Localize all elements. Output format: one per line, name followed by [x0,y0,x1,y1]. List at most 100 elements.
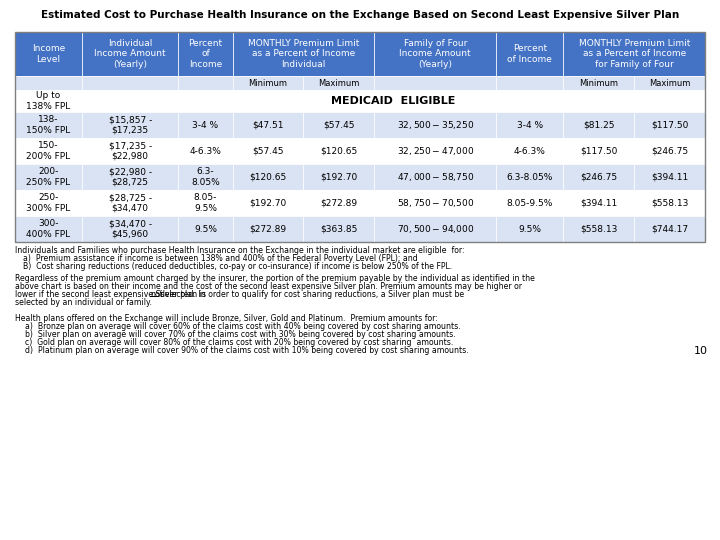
Text: Regardless of the premium amount charged by the insurer, the portion of the prem: Regardless of the premium amount charged… [15,274,535,283]
Bar [233,190,303,216]
Bar [374,138,497,164]
Bar [634,216,705,242]
Text: Percent
of
Income: Percent of Income [189,39,222,69]
Bar [374,112,497,138]
Text: $272.89: $272.89 [249,225,287,233]
Bar [563,112,634,138]
Text: 250-
300% FPL: 250- 300% FPL [27,193,71,213]
Bar [634,76,705,90]
Text: 200-
250% FPL: 200- 250% FPL [27,167,71,187]
Text: $57.45: $57.45 [252,146,284,156]
Text: MEDICAID  ELIGIBLE: MEDICAID ELIGIBLE [331,96,456,106]
Text: lower if the second least expensive Silver plan is: lower if the second least expensive Silv… [15,290,209,299]
Bar [374,32,497,76]
Text: $32,500 - $35,250: $32,500 - $35,250 [397,119,474,131]
Text: above chart is based on their income and the cost of the second least expensive : above chart is based on their income and… [15,282,522,291]
Bar [15,32,82,76]
Text: $117.50: $117.50 [580,146,618,156]
Text: Estimated Cost to Purchase Health Insurance on the Exchange Based on Second Leas: Estimated Cost to Purchase Health Insura… [41,10,679,20]
Bar [497,138,563,164]
Bar [563,138,634,164]
Bar [233,216,303,242]
Bar [82,138,179,164]
Bar [233,32,374,76]
Bar [303,138,374,164]
Text: a)  Premium assistance if income is between 138% and 400% of the Federal Poverty: a) Premium assistance if income is betwe… [23,254,418,263]
Text: d)  Platinum plan on average will cover 90% of the claims cost with 10% being co: d) Platinum plan on average will cover 9… [15,346,469,355]
Text: Health plans offered on the Exchange will include Bronze, Silver, Gold and Plati: Health plans offered on the Exchange wil… [15,314,438,323]
Bar [82,32,179,76]
Bar [634,112,705,138]
Bar [82,112,179,138]
Bar [303,76,374,90]
Text: $394.11: $394.11 [580,199,618,207]
Bar [179,32,233,76]
Text: MONTHLY Premium Limit
as a Percent of Income
for Family of Four: MONTHLY Premium Limit as a Percent of In… [578,39,690,69]
Bar [179,216,233,242]
Bar [179,164,233,190]
Bar [374,164,497,190]
Text: $34,470 -
$45,960: $34,470 - $45,960 [109,219,152,239]
Text: $394.11: $394.11 [651,172,688,181]
Text: $17,235 -
$22,980: $17,235 - $22,980 [109,141,152,161]
Text: 6.3-8.05%: 6.3-8.05% [507,172,553,181]
Bar [303,216,374,242]
Text: 3-4 %: 3-4 % [192,120,219,130]
Text: Up to
138% FPL: Up to 138% FPL [27,91,71,111]
Bar [233,76,303,90]
Bar [233,112,303,138]
Bar [563,164,634,190]
Text: Maximum: Maximum [318,78,359,87]
Text: $70,500 - $94,000: $70,500 - $94,000 [397,223,474,235]
Bar [82,76,179,90]
Text: c)  Gold plan on average will cover 80% of the claims cost with 20% being covere: c) Gold plan on average will cover 80% o… [15,338,454,347]
Text: $744.17: $744.17 [651,225,688,233]
Text: Family of Four
Income Amount
(Yearly): Family of Four Income Amount (Yearly) [400,39,471,69]
Text: $15,857 -
$17,235: $15,857 - $17,235 [109,116,152,134]
Text: $558.13: $558.13 [580,225,618,233]
Text: 4-6.3%: 4-6.3% [189,146,222,156]
Text: $58,750 - $70,500: $58,750 - $70,500 [397,197,474,209]
Bar [497,190,563,216]
Bar [497,164,563,190]
Bar [563,76,634,90]
Bar [634,164,705,190]
Bar [15,190,82,216]
Bar [497,112,563,138]
Text: 9.5%: 9.5% [518,225,541,233]
Text: 8.05-
9.5%: 8.05- 9.5% [194,193,217,213]
Text: 10: 10 [694,346,708,356]
Text: 138-
150% FPL: 138- 150% FPL [27,116,71,134]
Text: selected. In order to qualify for cost sharing reductions, a Silver plan must be: selected. In order to qualify for cost s… [158,290,464,299]
Bar [179,76,233,90]
Bar [179,190,233,216]
Bar [303,112,374,138]
Bar [82,190,179,216]
Text: $81.25: $81.25 [583,120,615,130]
Text: $363.85: $363.85 [320,225,357,233]
Text: 6.3-
8.05%: 6.3- 8.05% [191,167,220,187]
Text: $272.89: $272.89 [320,199,357,207]
Bar [634,138,705,164]
Bar [15,216,82,242]
Bar [15,138,82,164]
Text: 300-
400% FPL: 300- 400% FPL [27,219,71,239]
Bar [374,190,497,216]
Bar [82,216,179,242]
Bar [82,90,705,112]
Text: $117.50: $117.50 [651,120,688,130]
Bar [15,90,82,112]
Bar [233,138,303,164]
Bar [15,164,82,190]
Text: B)  Cost sharing reductions (reduced deductibles, co-pay or co-insurance) if inc: B) Cost sharing reductions (reduced dedu… [23,262,452,271]
Bar [179,138,233,164]
Text: Minimum: Minimum [580,78,618,87]
Bar [82,164,179,190]
Bar [15,76,82,90]
Bar [497,216,563,242]
Text: b)  Silver plan on average will cover 70% of the claims cost with 30% being cove: b) Silver plan on average will cover 70%… [15,330,456,339]
Text: a)  Bronze plan on average will cover 60% of the claims cost with 40% being cove: a) Bronze plan on average will cover 60%… [15,322,461,331]
Text: Income
Level: Income Level [32,44,65,64]
Bar [497,32,563,76]
Bar [374,76,497,90]
